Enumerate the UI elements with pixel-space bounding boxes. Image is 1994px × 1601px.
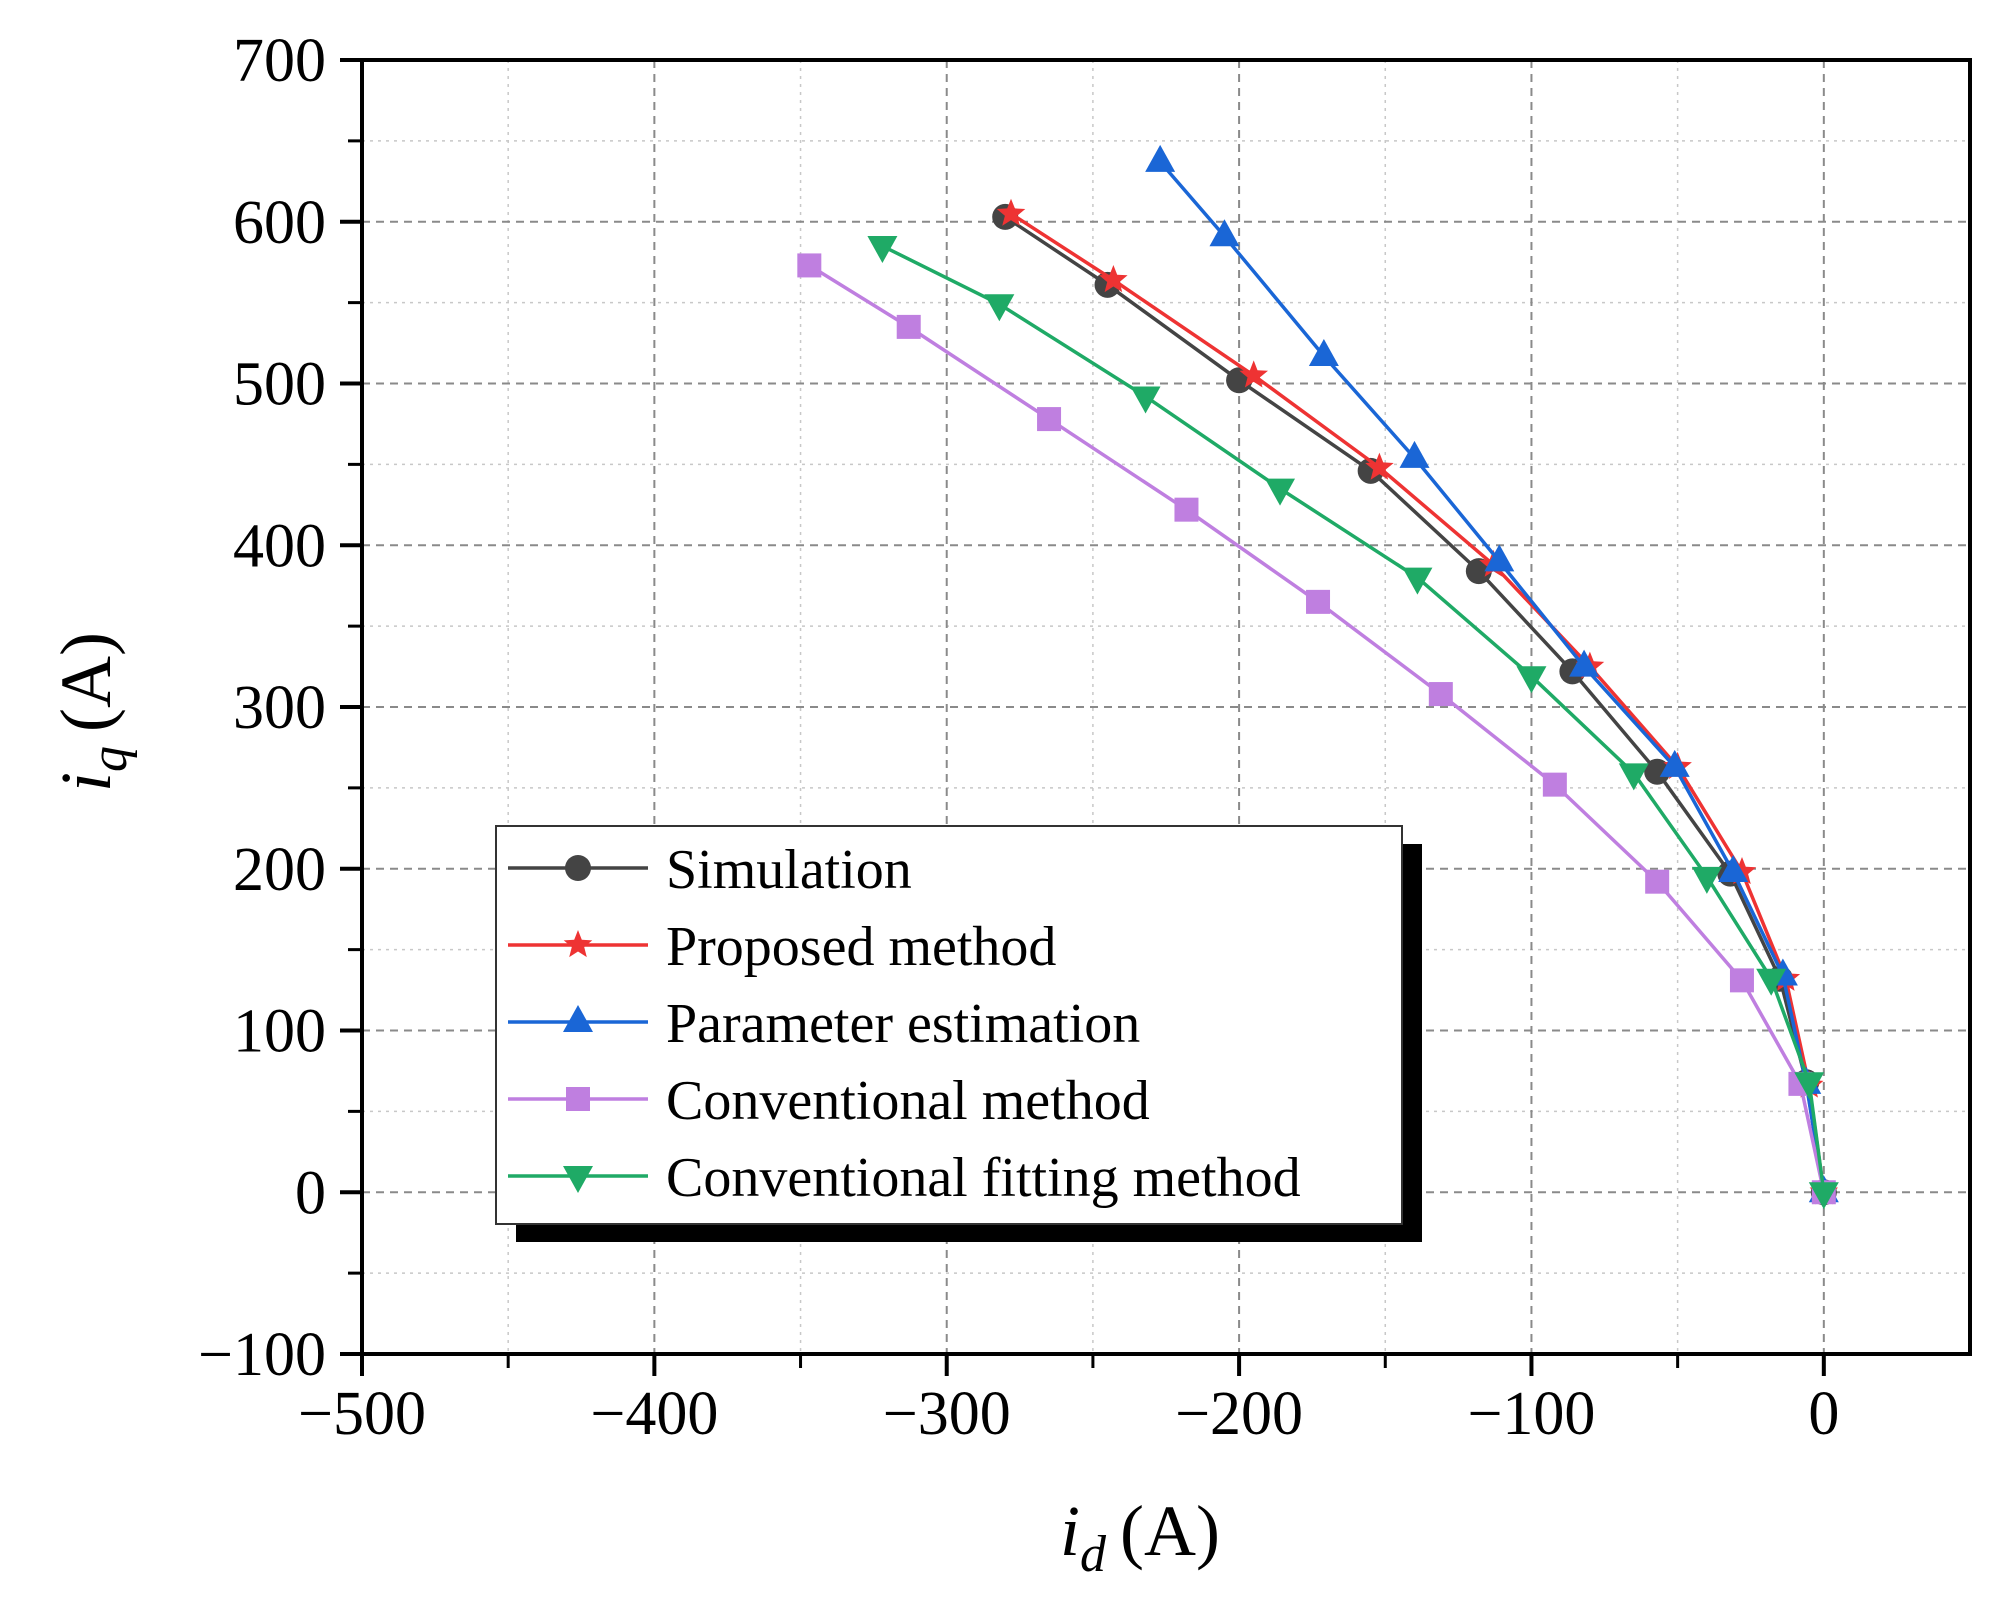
legend-item-conventional-method: Conventional method [508, 1070, 1150, 1132]
legend-label: Conventional fitting method [666, 1147, 1301, 1209]
y-tick-label: 100 [233, 998, 326, 1066]
data-point [1691, 866, 1722, 894]
x-tick-label: −300 [883, 1380, 1011, 1448]
data-point [1099, 265, 1128, 293]
y-tick-label: 500 [233, 351, 326, 419]
legend-marker [563, 1166, 593, 1193]
legend-marker [566, 1087, 590, 1111]
data-point [797, 253, 822, 278]
legend-item-proposed-method: Proposed method [508, 916, 1056, 978]
x-tick-label: −400 [590, 1380, 718, 1448]
data-point [1239, 360, 1268, 388]
data-point [1756, 968, 1787, 996]
legend-item-simulation: Simulation [508, 839, 912, 901]
data-point [1484, 544, 1515, 572]
data-point [1308, 339, 1339, 367]
data-point [1794, 1072, 1825, 1100]
data-point [896, 314, 921, 339]
data-point [1644, 758, 1671, 785]
y-axis-title: iq(A) [46, 632, 138, 792]
data-point [1727, 857, 1757, 885]
data-point [1808, 1182, 1839, 1210]
x-tick-label: −500 [298, 1380, 426, 1448]
legend-item-parameter-estimation: Parameter estimation [508, 993, 1140, 1055]
y-tick-label: 0 [295, 1159, 326, 1227]
legend-marker [563, 1005, 593, 1032]
legend-label: Parameter estimation [666, 993, 1140, 1055]
data-point [1729, 968, 1754, 993]
data-point [1618, 763, 1649, 791]
data-point [1209, 219, 1240, 247]
data-point [1645, 869, 1670, 894]
data-point [1542, 772, 1567, 797]
data-point [1399, 440, 1430, 468]
legend: Simulation Proposed method Parameter estim… [495, 825, 1422, 1242]
legend-box [495, 825, 1403, 1225]
axes: −500 −400 −300 −200 −100 0 −100 0 100 200 300 400 50… [198, 27, 1972, 1448]
x-tick-label: 0 [1808, 1380, 1839, 1448]
data-point [1130, 386, 1161, 414]
data-point [1365, 452, 1394, 480]
x-tick-label: −200 [1175, 1380, 1303, 1448]
legend-marker [563, 930, 593, 958]
legend-item-conventional-fitting-method: Conventional fitting method [508, 1147, 1301, 1209]
data-point [1659, 749, 1690, 777]
y-tick-label: 600 [233, 189, 326, 257]
data-point [1145, 144, 1176, 172]
legend-label: Proposed method [666, 916, 1056, 978]
data-point [1402, 567, 1433, 595]
data-point [1516, 666, 1547, 694]
x-axis-title: id (A) [1060, 1491, 1220, 1583]
y-tick-label: −100 [198, 1321, 326, 1389]
data-point [1428, 682, 1453, 707]
data-point [1174, 497, 1199, 522]
data-point [1569, 649, 1600, 677]
legend-label: Conventional method [666, 1070, 1150, 1132]
x-tick-label: −100 [1467, 1380, 1595, 1448]
data-point [1037, 407, 1062, 432]
data-point [1265, 478, 1296, 506]
legend-label: Simulation [666, 839, 912, 901]
data-point [984, 294, 1015, 322]
data-point [1306, 589, 1331, 614]
y-tick-label: 700 [233, 27, 326, 95]
data-point [1718, 854, 1749, 882]
y-tick-label: 400 [233, 512, 326, 580]
y-tick-label: 200 [233, 836, 326, 904]
series-conventional-fitting-method [867, 236, 1839, 1210]
series-layer [797, 144, 1839, 1210]
legend-marker [565, 855, 591, 881]
data-point [867, 236, 898, 264]
y-tick-label: 300 [233, 674, 326, 742]
data-point [996, 198, 1026, 226]
